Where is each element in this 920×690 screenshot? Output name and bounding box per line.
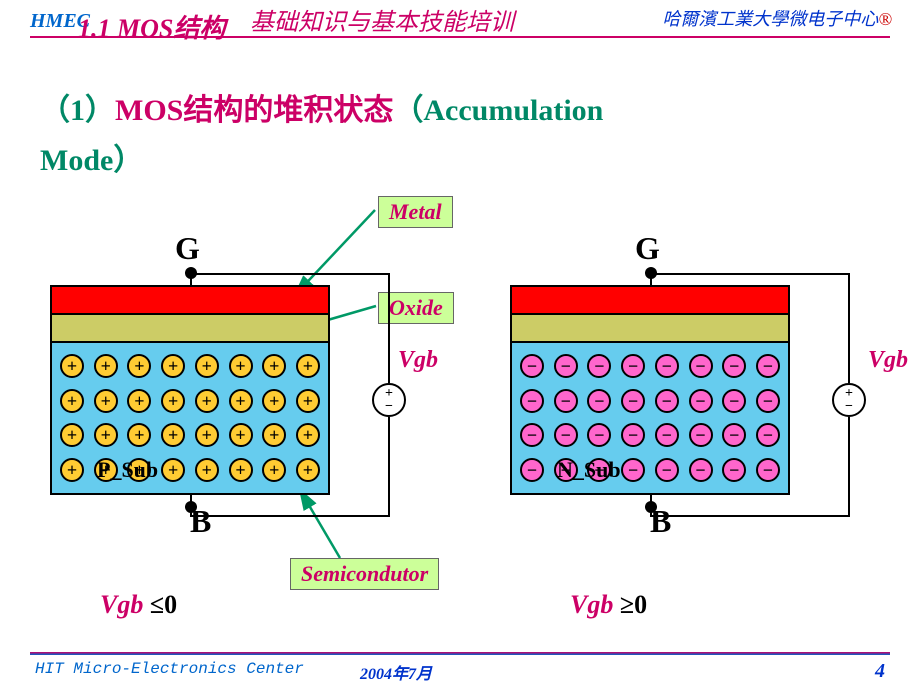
wire — [388, 417, 390, 517]
vgb-label-right: Vgb — [868, 347, 908, 374]
section-number: 1.1 MOS结构 — [78, 8, 225, 45]
subtitle-line2: Mode） — [40, 135, 143, 179]
charge-row: −−−−−−−− — [520, 354, 780, 378]
charge-row: ++++++++ — [60, 354, 320, 378]
charge-row: ++++++++ — [60, 423, 320, 447]
footer-left: HIT Micro-Electronics Center — [35, 660, 304, 678]
footer-date: 2004年7月 — [360, 660, 432, 684]
diagram-area: Metal Oxide Semicondutor G +− Vgb B ++++… — [0, 190, 920, 610]
oxide-layer — [510, 315, 790, 343]
minus-charge: − — [520, 354, 544, 378]
substrate-p: ++++++++ ++++++++ ++++++++ ++++++++ P_Su… — [50, 343, 330, 495]
slide-header: HMEC 1.1 MOS结构 基础知识与基本技能培训 哈爾濱工業大學微电子中心® — [0, 0, 920, 40]
condition-right: Vgb ≥0 — [570, 590, 647, 620]
footer-rule — [30, 652, 890, 655]
vgb-label-left: Vgb — [398, 347, 438, 374]
wire — [190, 515, 390, 517]
slide-footer: HIT Micro-Electronics Center 2004年7月 4 — [0, 660, 920, 682]
wire — [650, 515, 850, 517]
voltage-source-right: +− — [832, 383, 866, 417]
terminal-b: B — [650, 503, 671, 540]
nsub-label: N_Sub — [557, 457, 621, 483]
subtitle-line1: （1）MOS结构的堆积状态（Accumulation — [40, 85, 603, 129]
voltage-source-left: +− — [372, 383, 406, 417]
mos-left: G +− Vgb B ++++++++ ++++++++ ++++++++ ++… — [50, 285, 330, 495]
terminal-g: G — [635, 230, 660, 267]
wire — [848, 273, 850, 383]
condition-left: Vgb ≤0 — [100, 590, 177, 620]
terminal-b: B — [190, 503, 211, 540]
psub-label: P_Sub — [97, 457, 158, 483]
plus-charge: + — [60, 354, 84, 378]
charge-row: ++++++++ — [60, 389, 320, 413]
label-semiconductor: Semicondutor — [290, 558, 439, 590]
metal-layer — [510, 285, 790, 315]
header-title: 基础知识与基本技能培训 — [250, 2, 514, 37]
mos-right: G +− Vgb B −−−−−−−− −−−−−−−− −−−−−−−− −−… — [510, 285, 790, 495]
header-right: 哈爾濱工業大學微电子中心® — [662, 5, 892, 31]
header-rule — [30, 36, 890, 38]
oxide-layer — [50, 315, 330, 343]
metal-layer — [50, 285, 330, 315]
substrate-n: −−−−−−−− −−−−−−−− −−−−−−−− −−−−−−−− N_Su… — [510, 343, 790, 495]
page-number: 4 — [875, 660, 885, 683]
wire — [650, 273, 850, 275]
wire — [388, 273, 390, 383]
wire — [848, 417, 850, 517]
wire — [190, 273, 390, 275]
label-metal: Metal — [378, 196, 453, 228]
charge-row: −−−−−−−− — [520, 423, 780, 447]
terminal-g: G — [175, 230, 200, 267]
charge-row: −−−−−−−− — [520, 389, 780, 413]
